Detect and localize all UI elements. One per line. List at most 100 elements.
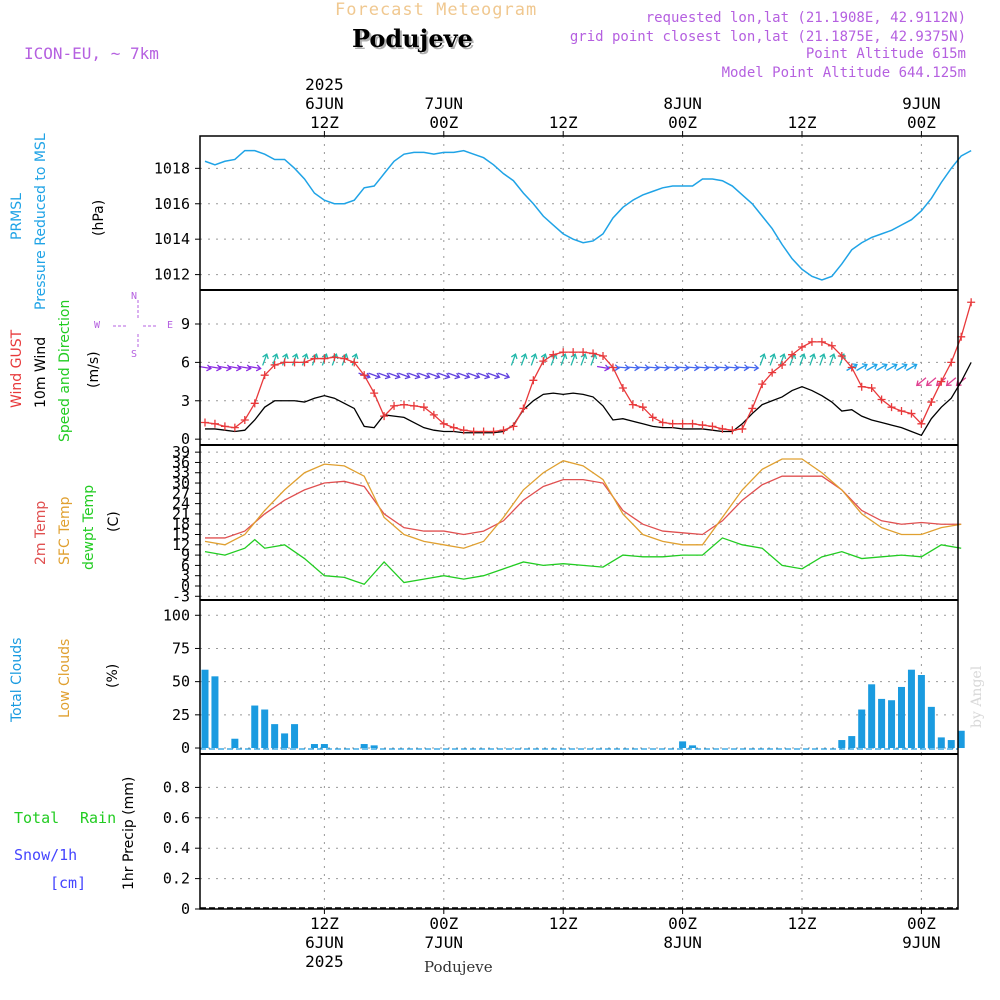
top-axis-label: 8JUN	[663, 94, 702, 113]
bottom-axis-label: 12Z	[310, 914, 339, 933]
gust-marker	[827, 341, 836, 350]
y-tick-label: 33	[172, 464, 190, 482]
cloud-bar	[211, 676, 219, 749]
top-axis-label: 7JUN	[425, 94, 464, 113]
gust-marker	[738, 424, 747, 433]
top-axis-label: 00Z	[907, 113, 936, 132]
bottom-axis-label: 00Z	[907, 914, 936, 933]
wind-direction-arrow	[457, 372, 471, 380]
wind-direction-arrow	[198, 364, 212, 372]
gust-marker	[917, 419, 926, 428]
gust-marker	[947, 358, 956, 367]
y-tick-label: 0.8	[163, 778, 190, 796]
gust-marker	[857, 382, 866, 391]
gust-marker	[250, 399, 259, 408]
gust-marker	[708, 422, 717, 431]
gust-marker	[569, 348, 578, 357]
top-axis-label: 12Z	[549, 113, 578, 132]
wind-direction-arrow	[636, 364, 650, 372]
y-tick-label: 0	[181, 739, 190, 757]
gust-marker	[768, 368, 777, 377]
compass-s: S	[131, 349, 138, 360]
gust-marker	[330, 353, 339, 362]
page-title: Podujeve	[352, 24, 473, 53]
gust-marker	[817, 337, 826, 346]
gust-marker	[658, 418, 667, 427]
gust-marker	[370, 389, 379, 398]
bottom-axis-label: 00Z	[668, 914, 697, 933]
gust-marker	[698, 421, 707, 430]
gust-marker	[718, 424, 727, 433]
y-tick-label: 0.4	[163, 839, 190, 857]
cloud-bar	[689, 745, 697, 749]
wind-direction-arrow	[925, 377, 937, 387]
grid-coords: grid point closest lon,lat (21.1875E, 42…	[569, 29, 966, 45]
wind-direction-arrow	[596, 364, 610, 372]
wind-direction-arrow	[427, 372, 441, 380]
wind-direction-arrow	[616, 364, 630, 372]
wind-direction-arrow	[570, 353, 578, 366]
y-tick-label: 0.2	[163, 870, 190, 888]
y-tick-label: 9	[181, 546, 190, 564]
wind-direction-arrow	[447, 372, 461, 380]
y-tick-label: 75	[172, 639, 190, 657]
wind-direction-arrow	[248, 364, 262, 372]
wind-direction-arrow	[646, 364, 660, 372]
wind-direction-arrow	[686, 364, 700, 372]
y-tick-label: 1018	[154, 159, 190, 177]
y-tick-label: 0	[181, 577, 190, 595]
gust-marker	[409, 401, 418, 410]
bottom-axis-label: 8JUN	[663, 933, 702, 952]
cloud-bar	[261, 709, 269, 749]
gust-marker	[638, 403, 647, 412]
y-tick-label: 27	[172, 484, 190, 502]
bottom-axis-label: 00Z	[429, 914, 458, 933]
gust-marker	[967, 298, 976, 307]
wind-direction-arrow	[799, 353, 807, 366]
wind-direction-arrow	[696, 364, 710, 372]
y-tick-label: 15	[172, 526, 190, 544]
gust-marker	[509, 422, 518, 431]
gust-marker	[499, 426, 508, 435]
gust-marker	[728, 426, 737, 435]
gust-marker	[240, 415, 249, 424]
wind-direction-arrow	[779, 353, 787, 366]
y-tick-label: 50	[172, 673, 190, 691]
wind-direction-arrow	[510, 353, 518, 366]
wind-direction-arrow	[726, 364, 740, 372]
gust-marker	[937, 377, 946, 386]
y-tick-label: 6	[181, 353, 190, 371]
gust-marker	[897, 407, 906, 416]
top-axis-label: 2025	[305, 75, 344, 94]
wind-direction-arrow	[530, 353, 538, 366]
y-tick-label: 6	[181, 556, 190, 574]
cloud-bar	[898, 686, 905, 749]
top-axis-label: 12Z	[310, 113, 339, 132]
cloud-bar	[848, 736, 856, 749]
cloud-bar	[937, 737, 945, 749]
snow-label: Snow/1h	[14, 846, 78, 864]
gust-marker	[648, 413, 657, 422]
y-tick-label: 0	[181, 900, 190, 918]
y-tick-label: 0.6	[163, 809, 190, 827]
wind-direction-arrow	[487, 372, 501, 380]
wind-direction-arrow	[388, 372, 401, 380]
cloud-bar	[917, 675, 925, 749]
compass-rose	[113, 300, 158, 348]
requested-coords: requested lon,lat (21.1908E, 42.9112N)	[645, 10, 966, 26]
y-tick-label: 25	[172, 706, 190, 724]
top-axis-label: 12Z	[788, 113, 817, 132]
gust-marker	[748, 404, 757, 413]
cloud-bar	[878, 698, 886, 749]
wind-direction-arrow	[759, 353, 767, 366]
gust-marker	[798, 343, 806, 352]
wind-direction-arrow	[876, 363, 888, 372]
footer-station: Podujeve	[424, 958, 493, 976]
gust-marker	[419, 403, 428, 412]
gust-marker	[220, 422, 229, 431]
model-altitude: Model Point Altitude 644.125m	[721, 65, 966, 81]
gust-marker	[628, 400, 637, 409]
gust-marker	[589, 349, 598, 358]
gust-marker	[778, 360, 787, 369]
wind-direction-arrow	[886, 363, 898, 372]
